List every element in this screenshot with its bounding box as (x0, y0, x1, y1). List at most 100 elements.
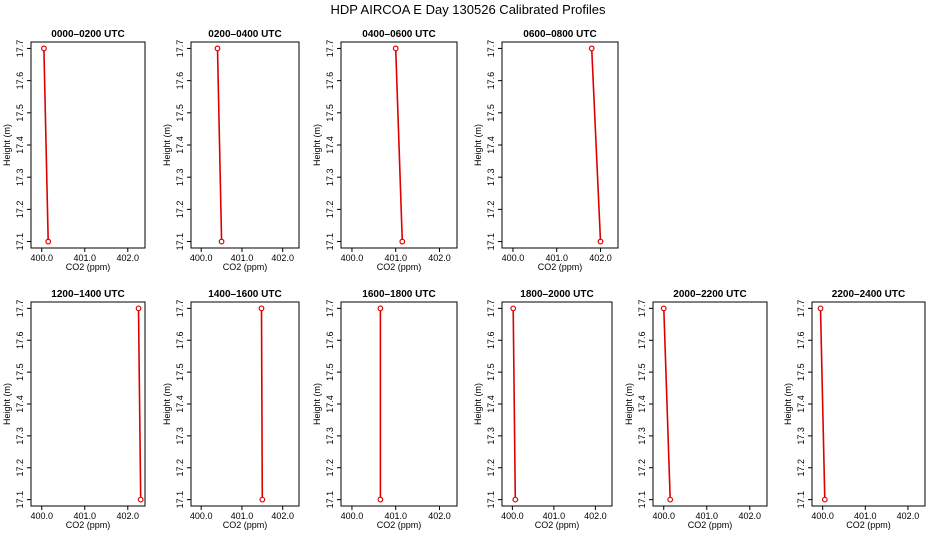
panel-9: 2000–2200 UTC 400.0 401.0 402.0 17.1 17.2 17.3… (624, 289, 768, 530)
y-tick-label: 17.1 (325, 233, 335, 251)
x-axis-label: CO2 (ppm) (377, 520, 422, 530)
y-tick-label: 17.1 (325, 491, 335, 509)
panel-3: 0400–0600 UTC 400.0 401.0 402.0 17.1 17.2 17.3… (312, 29, 458, 272)
y-tick-label: 17.1 (796, 491, 806, 509)
data-point (135, 305, 142, 312)
data-point (377, 496, 384, 503)
y-tick-label: 17.3 (175, 168, 185, 186)
y-tick-label: 17.6 (637, 331, 647, 349)
panel-5: 1200–1400 UTC 400.0 401.0 402.0 17.1 17.2 17.3… (2, 289, 146, 530)
x-axis-label: CO2 (ppm) (223, 262, 268, 272)
y-tick-label: 17.1 (15, 233, 25, 251)
panel-6: 1400–1600 UTC 400.0 401.0 402.0 17.1 17.2 17.3… (162, 289, 300, 530)
x-tick-label: 400.0 (190, 253, 213, 263)
y-axis-label: Height (m) (162, 383, 172, 425)
x-tick-label: 402.0 (428, 511, 451, 521)
y-tick-label: 17.4 (486, 395, 496, 413)
y-axis-label: Height (m) (783, 383, 793, 425)
y-tick-label: 17.3 (15, 168, 25, 186)
y-tick-label: 17.3 (486, 168, 496, 186)
plot-frame (340, 301, 458, 507)
y-tick-label: 17.5 (637, 363, 647, 381)
y-axis-label: Height (m) (312, 124, 322, 166)
x-tick-label: 401.0 (231, 511, 254, 521)
y-tick-label: 17.4 (486, 136, 496, 154)
x-axis-label: CO2 (ppm) (535, 520, 580, 530)
y-tick-label: 17.2 (796, 459, 806, 477)
x-tick-label: 402.0 (117, 253, 140, 263)
x-axis-label: CO2 (ppm) (538, 262, 583, 272)
y-tick-label: 17.6 (486, 72, 496, 90)
x-tick-label: 402.0 (739, 511, 762, 521)
y-tick-label: 17.5 (325, 363, 335, 381)
x-tick-label: 400.0 (30, 511, 53, 521)
profile-line (590, 48, 602, 242)
x-tick-label: 402.0 (584, 511, 607, 521)
profile-line (819, 308, 826, 500)
data-point (392, 45, 399, 52)
y-tick-label: 17.6 (325, 72, 335, 90)
data-point (588, 45, 595, 52)
y-tick-label: 17.6 (796, 331, 806, 349)
x-tick-label: 402.0 (428, 253, 451, 263)
y-tick-label: 17.1 (486, 233, 496, 251)
y-tick-label: 17.4 (325, 395, 335, 413)
y-tick-label: 17.5 (486, 104, 496, 122)
y-tick-label: 17.5 (15, 363, 25, 381)
y-tick-label: 17.3 (175, 427, 185, 445)
x-tick-label: 400.0 (502, 253, 525, 263)
y-tick-label: 17.1 (486, 491, 496, 509)
x-tick-label: 401.0 (854, 511, 877, 521)
x-tick-label: 400.0 (190, 511, 213, 521)
x-tick-label: 400.0 (30, 253, 53, 263)
y-tick-label: 17.3 (15, 427, 25, 445)
data-point (41, 45, 47, 52)
y-tick-label: 17.7 (325, 300, 335, 318)
y-tick-label: 17.7 (175, 300, 185, 318)
y-tick-label: 17.1 (637, 491, 647, 509)
y-tick-label: 17.5 (175, 363, 185, 381)
figure-title: HDP AIRCOA E Day 130526 Calibrated Profi… (330, 2, 606, 17)
x-tick-label: 400.0 (811, 511, 834, 521)
data-point (597, 238, 604, 245)
profile-line (260, 308, 264, 500)
y-tick-label: 17.2 (486, 459, 496, 477)
y-tick-label: 17.2 (15, 201, 25, 219)
y-tick-label: 17.2 (325, 459, 335, 477)
panel-title: 1600–1800 UTC (362, 289, 435, 300)
y-tick-label: 17.6 (175, 331, 185, 349)
y-axis-label: Height (m) (473, 124, 483, 166)
plot-frame (501, 301, 613, 507)
x-tick-label: 402.0 (589, 253, 612, 263)
x-axis-label: CO2 (ppm) (66, 520, 111, 530)
panel-title: 1800–2000 UTC (520, 289, 593, 300)
y-axis-label: Height (m) (162, 124, 172, 166)
y-tick-label: 17.3 (637, 427, 647, 445)
data-point (512, 496, 519, 503)
plot-frame (190, 301, 300, 507)
x-tick-label: 402.0 (897, 511, 920, 521)
data-point (667, 496, 674, 503)
y-tick-label: 17.6 (325, 331, 335, 349)
y-tick-label: 17.7 (15, 300, 25, 318)
panel-title: 1200–1400 UTC (51, 289, 124, 300)
plot-frame (30, 301, 146, 507)
panel-title: 1400–1600 UTC (208, 289, 281, 300)
data-point (218, 238, 225, 245)
data-point (258, 305, 265, 312)
y-tick-label: 17.2 (325, 201, 335, 219)
y-tick-label: 17.7 (15, 40, 25, 58)
plot-frame (501, 41, 619, 249)
profile-line (43, 48, 49, 242)
y-tick-label: 17.2 (486, 201, 496, 219)
panel-title: 0200–0400 UTC (208, 29, 281, 40)
x-tick-label: 401.0 (545, 253, 568, 263)
profile-line (137, 308, 142, 500)
y-tick-label: 17.4 (175, 136, 185, 154)
y-tick-label: 17.4 (15, 136, 25, 154)
y-tick-label: 17.3 (796, 427, 806, 445)
profile-line (663, 308, 671, 500)
x-tick-label: 400.0 (501, 511, 524, 521)
panel-title: 0600–0800 UTC (523, 29, 596, 40)
